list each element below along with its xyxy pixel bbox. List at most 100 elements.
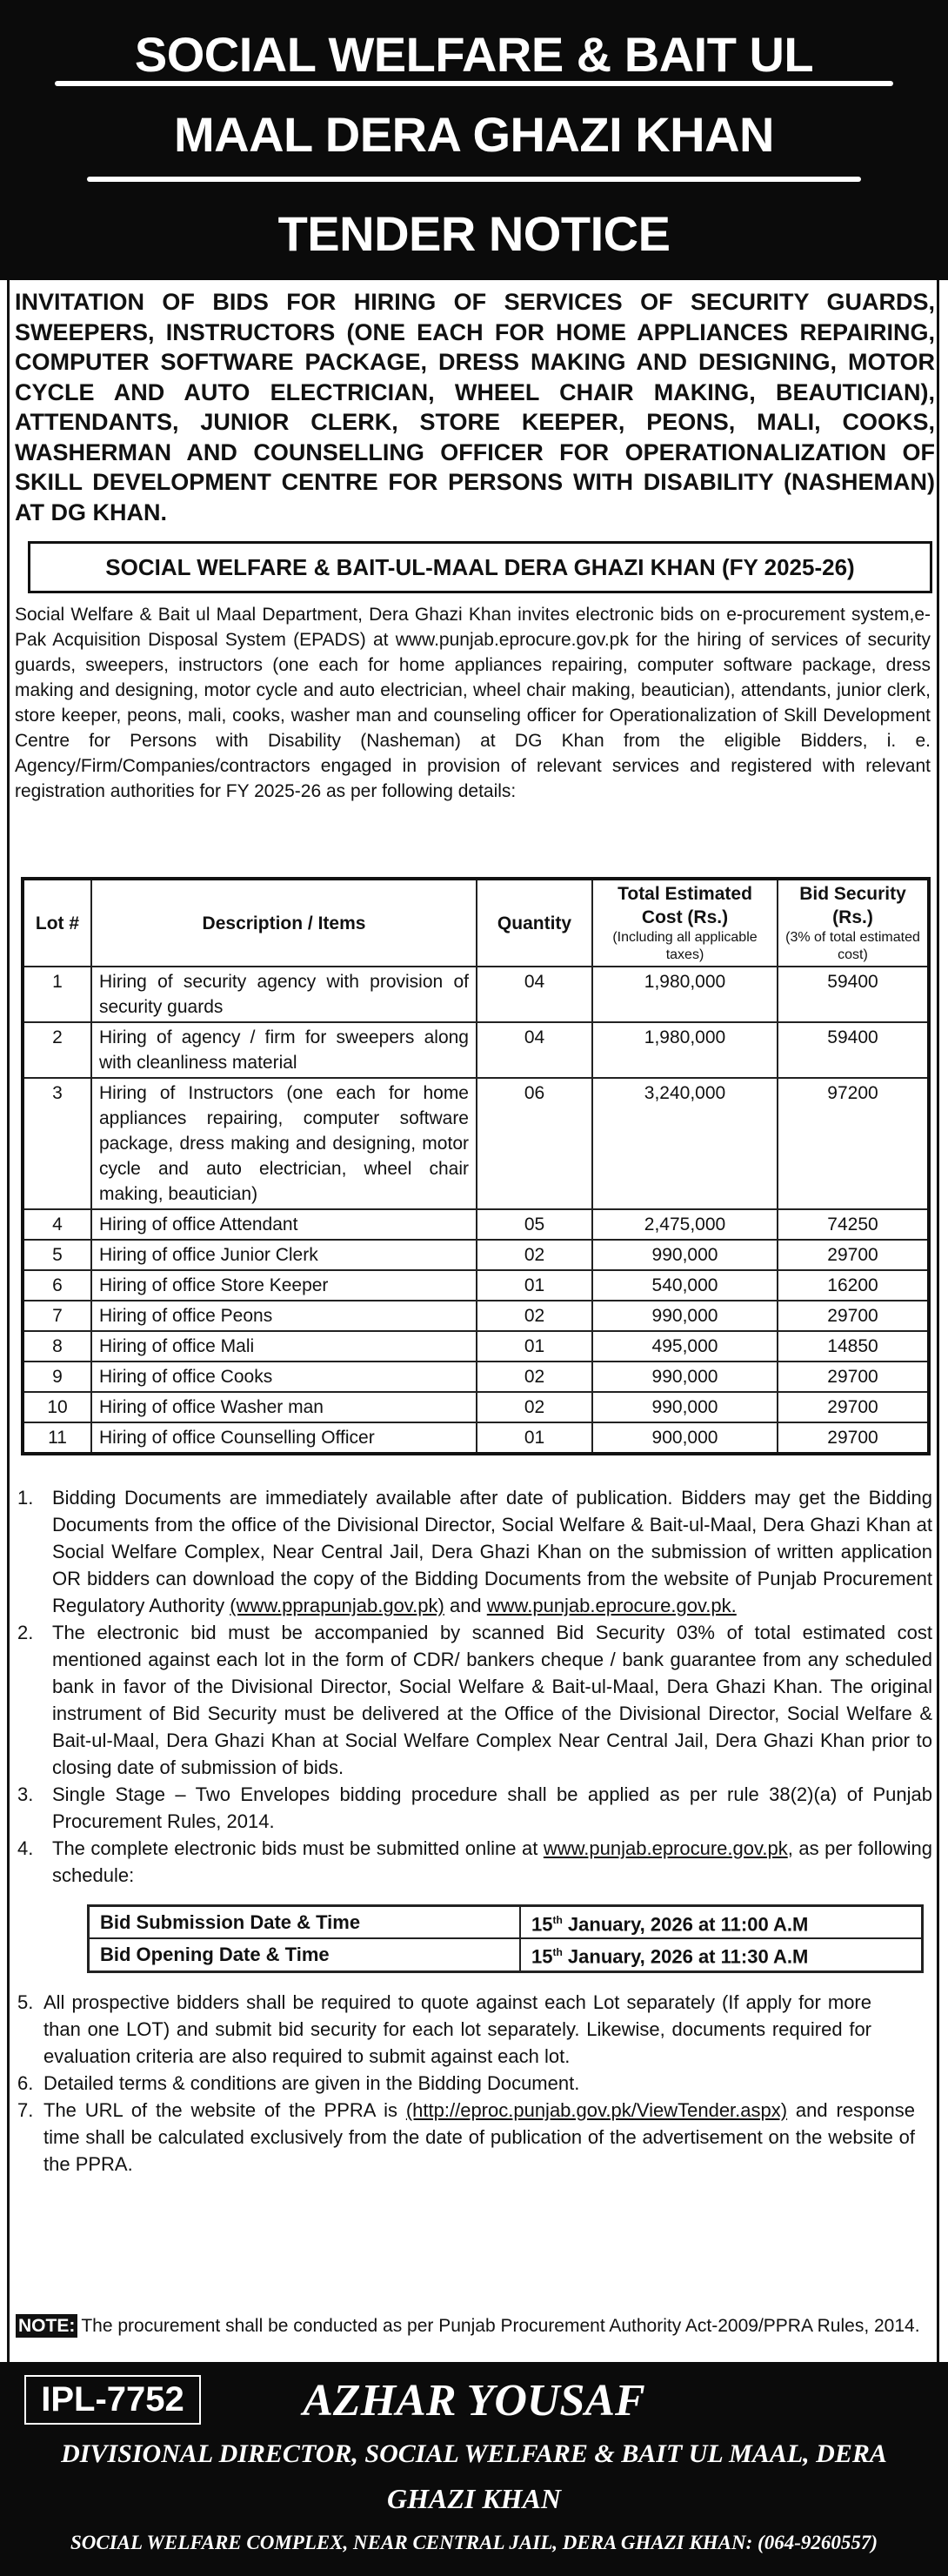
cost-cell: 990,000 [591,1239,778,1271]
header-description: Description / Items [90,878,477,967]
designation-line-1: DIVISIONAL DIRECTOR, SOCIAL WELFARE & BA… [61,2439,887,2468]
security-cell: 29700 [777,1300,930,1332]
lot-cell: 7 [22,1300,92,1332]
description-cell: Hiring of office Store Keeper [90,1269,477,1301]
header-security: Bid Security (Rs.) (3% of total estimated… [777,878,930,967]
ppra-link[interactable]: (www.pprapunjab.gov.pk) [230,1595,444,1616]
cost-cell: 2,475,000 [591,1208,778,1241]
description-cell: Hiring of office Cooks [90,1361,477,1393]
term-number: 5. [17,1991,34,2013]
quantity-cell: 02 [476,1300,593,1332]
table-header-row: Lot # Description / Items Quantity Total… [22,878,930,967]
cost-cell: 900,000 [591,1422,778,1455]
header-security-note: (3% of total estimated cost) [785,930,920,962]
lot-cell: 9 [22,1361,92,1393]
term-number: 1. [17,1487,34,1509]
header-banner: SOCIAL WELFARE & BAIT UL MAAL DERA GHAZI… [0,0,948,280]
table-row: 1 Hiring of security agency with provisio… [22,966,930,1023]
schedule-date-rest: January, 2026 at 11:00 A.M [562,1913,809,1936]
lot-cell: 2 [22,1021,92,1079]
ppra-view-tender-link[interactable]: (http://eproc.punjab.gov.pk/ViewTender.a… [405,2098,788,2121]
term-text: Detailed terms & conditions are given in… [43,2071,580,2094]
term-5: 5. All prospective bidders shall be requi… [17,1989,932,2070]
security-cell: 29700 [777,1391,930,1423]
lot-cell: 11 [22,1422,92,1455]
header-quantity: Quantity [476,878,593,967]
header-cost-label: Total Estimated Cost (Rs.) [618,884,752,927]
terms-list: 1. Bidding Documents are immediately avai… [17,1484,932,2178]
table-row: 8 Hiring of office Mali 01 495,000 14850 [22,1330,930,1362]
lot-cell: 10 [22,1391,92,1423]
header-cost: Total Estimated Cost (Rs.) (Including all… [591,878,778,967]
term-number: 7. [17,2098,34,2121]
lot-cell: 5 [22,1239,92,1271]
description-cell: Hiring of office Peons [90,1300,477,1332]
quantity-cell: 04 [476,1021,593,1079]
cost-cell: 1,980,000 [591,966,778,1023]
lot-cell: 4 [22,1208,92,1241]
term-number: 6. [17,2071,34,2094]
cost-cell: 540,000 [591,1269,778,1301]
lot-cell: 8 [22,1330,92,1362]
security-cell: 14850 [777,1330,930,1362]
security-cell: 29700 [777,1422,930,1455]
term-number: 2. [17,1622,34,1643]
lot-cell: 6 [22,1269,92,1301]
schedule-value: 15th January, 2026 at 11:30 A.M [519,1937,924,1973]
lot-cell: 3 [22,1077,92,1210]
note-tag: NOTE: [16,2314,78,2338]
title-underline-2 [87,177,861,182]
schedule-day-suffix: th [552,1946,563,1959]
schedule-table: Bid Submission Date & Time 15th January, … [87,1904,924,1973]
schedule-day: 15 [531,1913,553,1936]
term-number: 4. [17,1837,34,1859]
eprocure-link[interactable]: www.punjab.eprocure.gov.pk [543,1837,788,1859]
table-row: 10 Hiring of office Washer man 02 990,000 29… [22,1391,930,1423]
description-cell: Hiring of office Mali [90,1330,477,1362]
header-cost-note: (Including all applicable taxes) [612,930,758,962]
term-7: 7. The URL of the website of the PPRA is … [17,2097,932,2178]
security-cell: 16200 [777,1269,930,1301]
invitation-heading: INVITATION OF BIDS FOR HIRING OF SERVICE… [15,289,935,525]
security-cell: 29700 [777,1361,930,1393]
term-text: , as per following schedule: [52,1837,932,1886]
cost-cell: 990,000 [591,1300,778,1332]
lots-table: Lot # Description / Items Quantity Total… [21,877,931,1455]
table-row: 3 Hiring of Instructors (one each for hom… [22,1077,930,1210]
designation-line-2: GHAZI KHAN [386,2483,562,2514]
schedule-row-opening: Bid Opening Date & Time 15th January, 202… [87,1937,924,1973]
security-cell: 29700 [777,1239,930,1271]
schedule-value: 15th January, 2026 at 11:00 A.M [519,1904,924,1940]
description-cell: Hiring of office Counselling Officer [90,1422,477,1455]
note-text: The procurement shall be conducted as pe… [81,2316,920,2336]
description-cell: Hiring of agency / firm for sweepers alo… [90,1021,477,1079]
cost-cell: 1,980,000 [591,1021,778,1079]
fy-box-text: SOCIAL WELFARE & BAIT-UL-MAAL DERA GHAZI… [105,553,855,580]
quantity-cell: 01 [476,1422,593,1455]
quantity-cell: 04 [476,966,593,1023]
address-line: SOCIAL WELFARE COMPLEX, NEAR CENTRAL JAI… [70,2532,878,2553]
footer-banner: IPL-7752 AZHAR YOUSAF DIVISIONAL DIRECTO… [0,2362,948,2576]
term-2: 2. The electronic bid must be accompanied… [17,1619,932,1781]
term-4: 4. The complete electronic bids must be s… [17,1835,932,1889]
security-cell: 97200 [777,1077,930,1210]
schedule-date-rest: January, 2026 at 11:30 A.M [562,1945,809,1968]
term-3: 3. Single Stage – Two Envelopes bidding p… [17,1781,932,1835]
title-underline-1 [55,81,893,86]
schedule-day-suffix: th [552,1914,563,1926]
lot-cell: 1 [22,966,92,1023]
table-row: 9 Hiring of office Cooks 02 990,000 29700 [22,1361,930,1393]
term-1: 1. Bidding Documents are immediately avai… [17,1484,932,1619]
eprocure-link[interactable]: www.punjab.eprocure.gov.pk. [486,1595,737,1616]
quantity-cell: 02 [476,1239,593,1271]
security-cell: 59400 [777,966,930,1023]
cost-cell: 3,240,000 [591,1077,778,1210]
note: NOTE: The procurement shall be conducted … [16,2312,929,2339]
term-text: The complete electronic bids must be sub… [52,1837,544,1859]
table-row: 4 Hiring of office Attendant 05 2,475,000 74… [22,1208,930,1241]
term-text: Single Stage – Two Envelopes bidding pro… [52,1783,932,1832]
term-text: Bidding Documents are immediately availa… [52,1487,932,1616]
term-text: All prospective bidders shall be require… [43,1991,871,2067]
schedule-label: Bid Submission Date & Time [87,1904,521,1940]
security-cell: 74250 [777,1208,930,1241]
